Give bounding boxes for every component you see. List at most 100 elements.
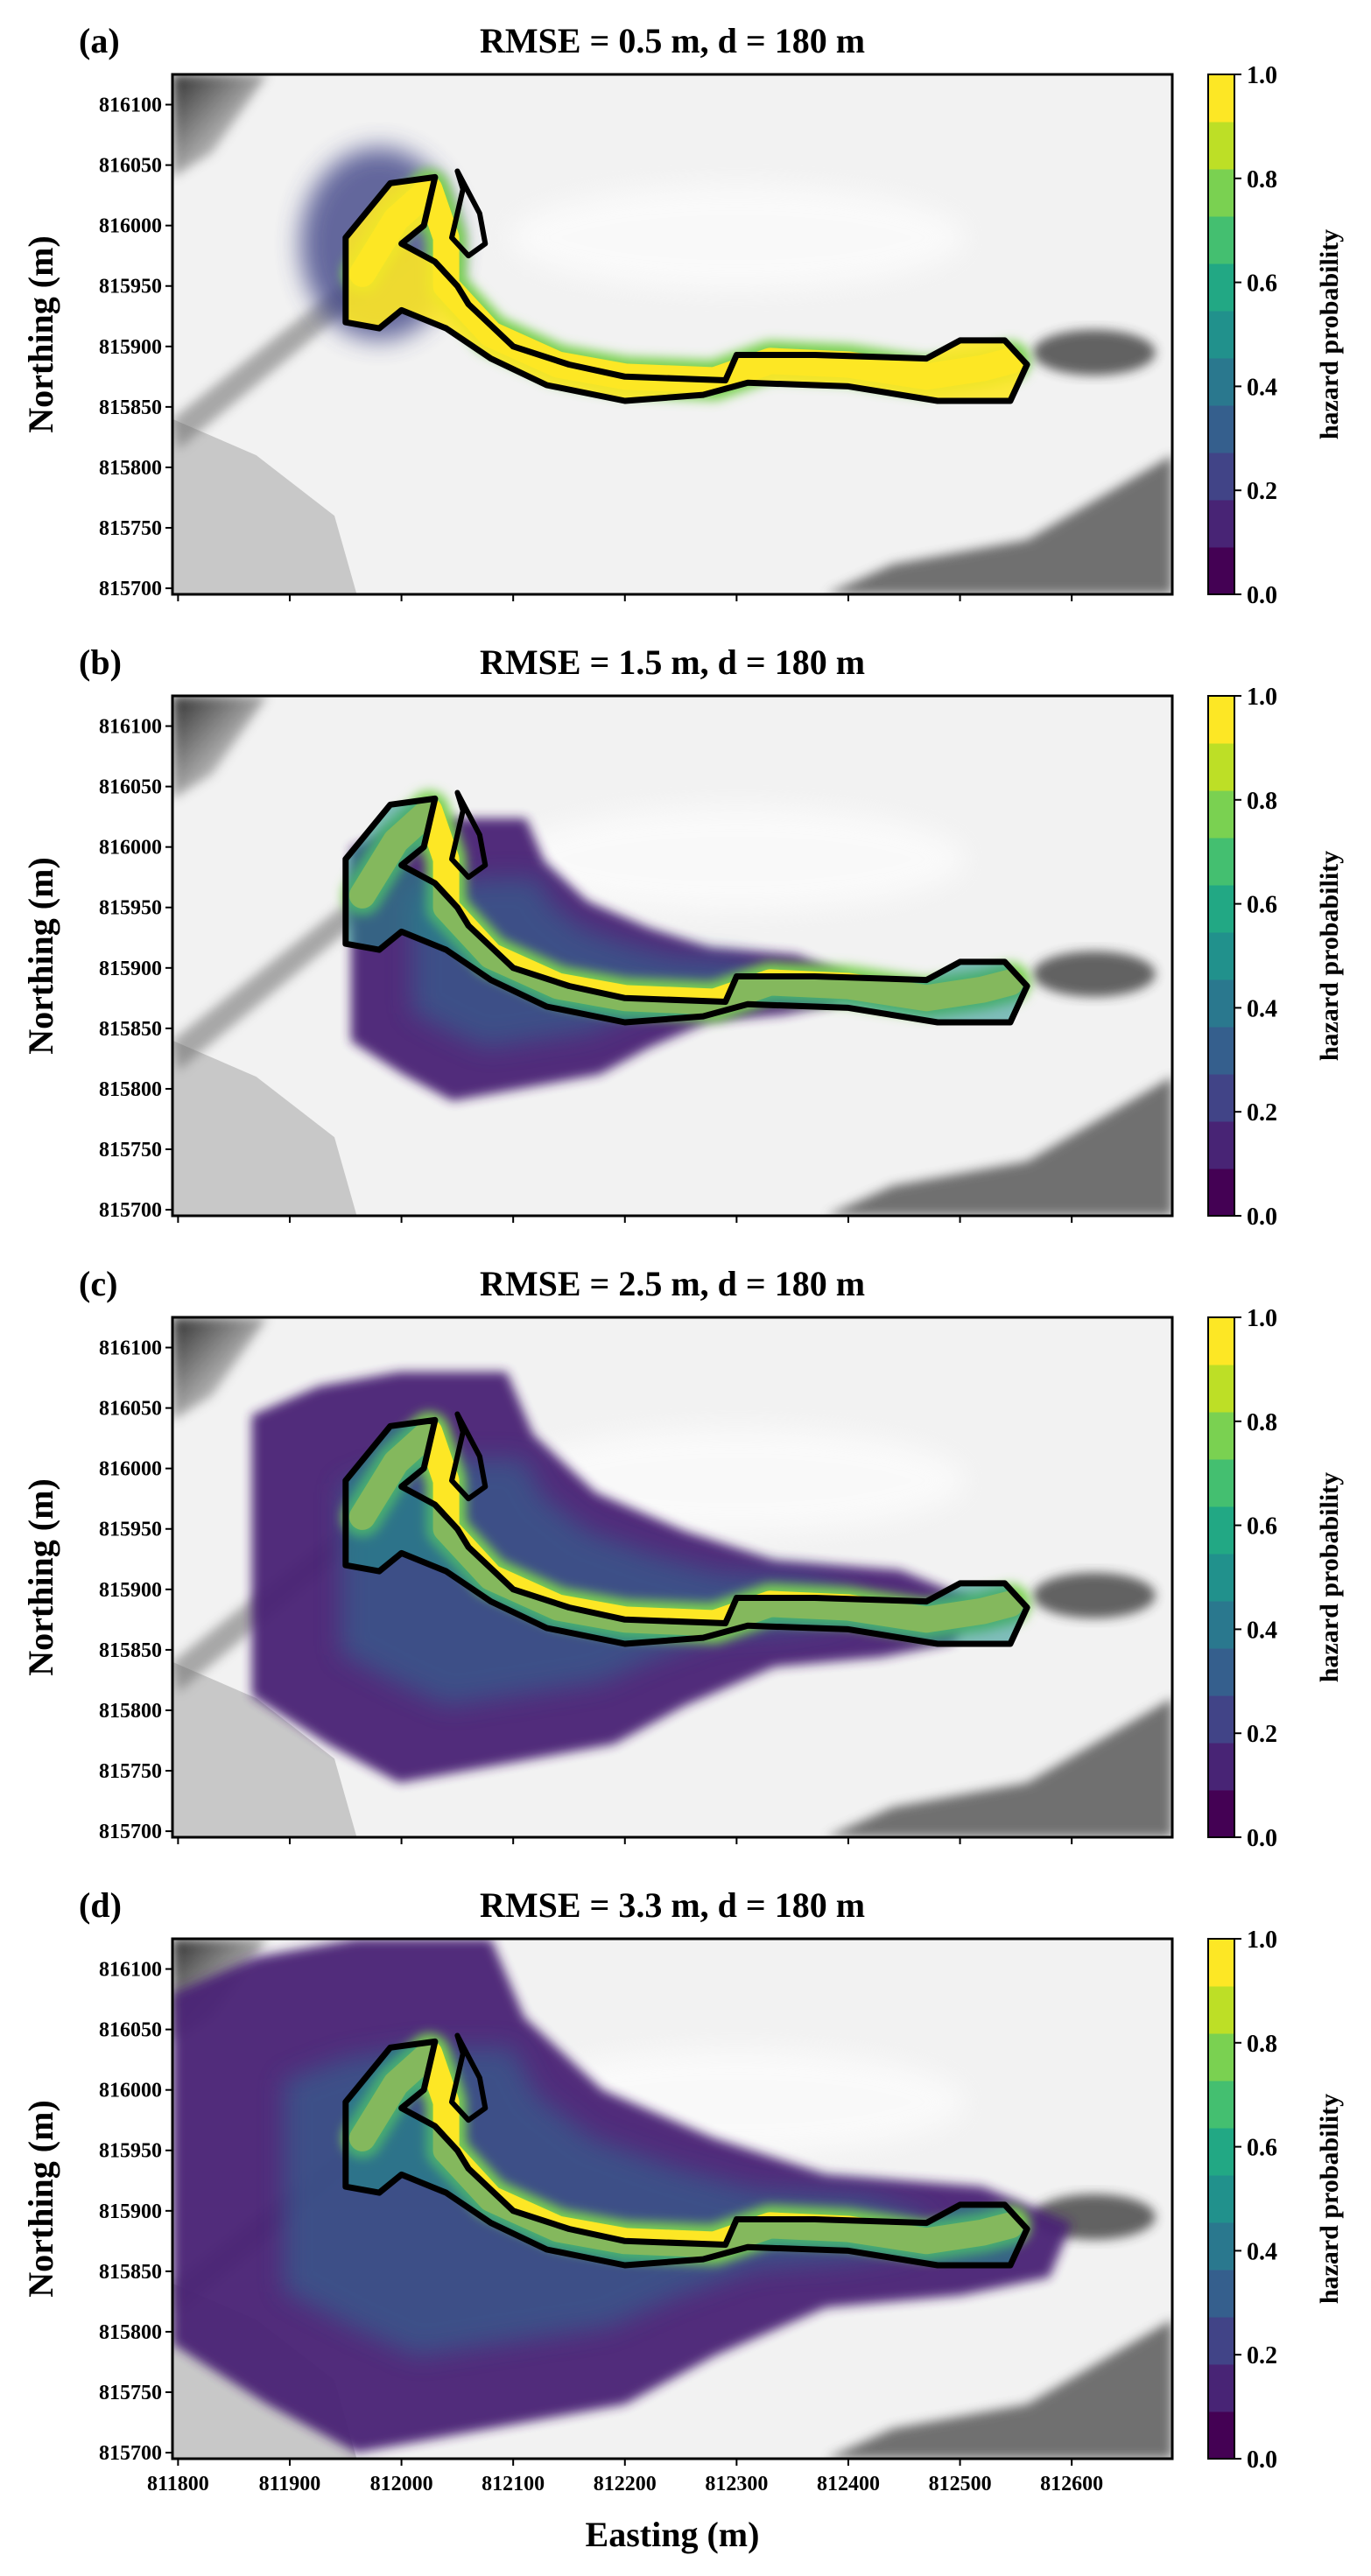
y-tick-label: 815700 (99, 1199, 162, 1222)
y-tick-label: 816100 (99, 95, 162, 117)
colorbar-segment (1208, 2270, 1234, 2318)
colorbar-label: hazard probability (1315, 851, 1344, 1061)
colorbar-tick-label: 0.0 (1247, 1825, 1277, 1852)
observed-flow-branch (449, 2032, 489, 2123)
y-tick-label: 815750 (99, 1139, 162, 1162)
y-tick-label: 815750 (99, 1760, 162, 1783)
colorbar-tick-label: 1.0 (1247, 1305, 1277, 1332)
observed-flow-outline (342, 2038, 1030, 2269)
colorbar-tick-label: 0.6 (1247, 2135, 1277, 2162)
plot-area (172, 696, 1172, 1216)
colorbar-tick-label: 0.2 (1247, 478, 1277, 505)
colorbar-tick-label: 0.0 (1247, 2446, 1277, 2474)
colorbar-tick-label: 0.4 (1247, 995, 1277, 1022)
x-tick-label: 811900 (259, 2473, 321, 2495)
colorbar-segment (1208, 2175, 1234, 2223)
axes-frame (171, 694, 1174, 1218)
colorbar-segment (1208, 1459, 1234, 1507)
colorbar-segment (1208, 743, 1234, 791)
colorbar-segment (1208, 1743, 1234, 1791)
hazard-zone-mid (411, 878, 769, 1048)
colorbar-segment (1208, 1790, 1234, 1838)
y-tick-label: 816000 (99, 1458, 162, 1481)
y-tick-label: 815800 (99, 1700, 162, 1723)
hazard-zone-upper-lobe (345, 2041, 1028, 2265)
panel-c: 816100 816050 816000 815950 815900 815850 8158… (21, 1264, 1344, 1852)
hillshade-highlight (509, 806, 965, 912)
x-tick-label: 811800 (147, 2473, 209, 2495)
x-tick-label: 812000 (370, 2473, 433, 2495)
panel-title: RMSE = 2.5 m, d = 180 m (480, 1264, 865, 1303)
y-tick-label: 815700 (99, 578, 162, 600)
colorbar-tick-label: 0.4 (1247, 1617, 1277, 1644)
colorbar-tick-label: 1.0 (1247, 1927, 1277, 1954)
colorbar-segment (1208, 263, 1234, 312)
plot-area (172, 1317, 1172, 1837)
colorbar-tick-label: 0.0 (1247, 1204, 1277, 1231)
y-tick-label: 816100 (99, 1959, 162, 1982)
colorbar-tick-label: 1.0 (1247, 684, 1277, 711)
y-axis-label: Northing (m) (21, 2100, 60, 2298)
colorbar-segment (1208, 2128, 1234, 2176)
colorbar-segment (1208, 838, 1234, 886)
colorbar-label: hazard probability (1315, 229, 1344, 439)
axes-frame (171, 1937, 1174, 2460)
panel-b: 816100 816050 816000 815950 815900 815850 8158… (21, 642, 1344, 1231)
colorbar-segment (1208, 1365, 1234, 1413)
y-axis-label: Northing (m) (21, 857, 60, 1055)
y-tick-label: 815750 (99, 517, 162, 540)
hazard-zone-upper-lobe (345, 798, 1028, 1022)
y-tick-label: 815700 (99, 1821, 162, 1843)
colorbar-segment (1208, 696, 1234, 744)
colorbar-label: hazard probability (1315, 2094, 1344, 2304)
x-tick-label: 812600 (1040, 2473, 1103, 2495)
panel-title: RMSE = 3.3 m, d = 180 m (480, 1885, 865, 1925)
panel-d: 816100 816050 816000 815950 815900 815850 8158… (21, 1885, 1344, 2554)
plot-area (172, 1939, 1172, 2459)
y-tick-label: 815950 (99, 897, 162, 920)
y-tick-label: 815950 (99, 2140, 162, 2163)
ridge-shadow-se (826, 1698, 1172, 1837)
y-tick-label: 815900 (99, 2200, 162, 2223)
observed-flow-branch (449, 790, 489, 881)
y-axis-label: Northing (m) (21, 1478, 60, 1676)
nodata-region (172, 1661, 357, 1837)
panel-label: (b) (79, 642, 122, 682)
y-tick-label: 816050 (99, 2019, 162, 2042)
y-tick-label: 816000 (99, 837, 162, 860)
y-tick-label: 815700 (99, 2442, 162, 2465)
colorbar-tick-label: 0.8 (1247, 166, 1277, 193)
y-tick-label: 816050 (99, 776, 162, 799)
colorbar-tick-label: 0.6 (1247, 892, 1277, 919)
ridge-shadow-se (826, 1077, 1172, 1216)
observed-flow-branch (449, 168, 489, 259)
y-tick-label: 816000 (99, 2080, 162, 2102)
y-tick-label: 815850 (99, 2261, 162, 2284)
colorbar-segment (1208, 74, 1234, 123)
x-axis-label: Easting (m) (586, 2515, 760, 2554)
colorbar-segment (1208, 2081, 1234, 2129)
colorbar: 0.0 0.2 0.4 0.6 0.8 1.0 hazard probability (1207, 1927, 1344, 2474)
colorbar-frame (1207, 695, 1235, 1217)
colorbar-tick-label: 0.6 (1247, 270, 1277, 298)
ridge-shadow-e (1032, 1572, 1156, 1618)
x-tick-label: 812300 (705, 2473, 768, 2495)
colorbar-segment (1208, 311, 1234, 359)
ridge-shadow-nw (172, 1317, 268, 1421)
observed-flow-branch (449, 1411, 489, 1502)
y-tick-label: 815800 (99, 457, 162, 480)
colorbar-frame (1207, 74, 1235, 595)
y-tick-label: 815850 (99, 1639, 162, 1662)
hazard-zone-upper-lobe (345, 1420, 1028, 1644)
y-tick-label: 816100 (99, 1337, 162, 1360)
ridge-shadow-se (826, 455, 1172, 594)
nodata-region (172, 418, 357, 594)
y-tick-label: 815850 (99, 1018, 162, 1041)
colorbar-segment (1208, 169, 1234, 217)
y-tick-label: 815900 (99, 1579, 162, 1602)
y-tick-label: 815900 (99, 958, 162, 980)
observed-flow-outline (342, 795, 1030, 1026)
colorbar-segment (1208, 1121, 1234, 1169)
colorbar-segment (1208, 453, 1234, 501)
colorbar-segment (1208, 547, 1234, 595)
